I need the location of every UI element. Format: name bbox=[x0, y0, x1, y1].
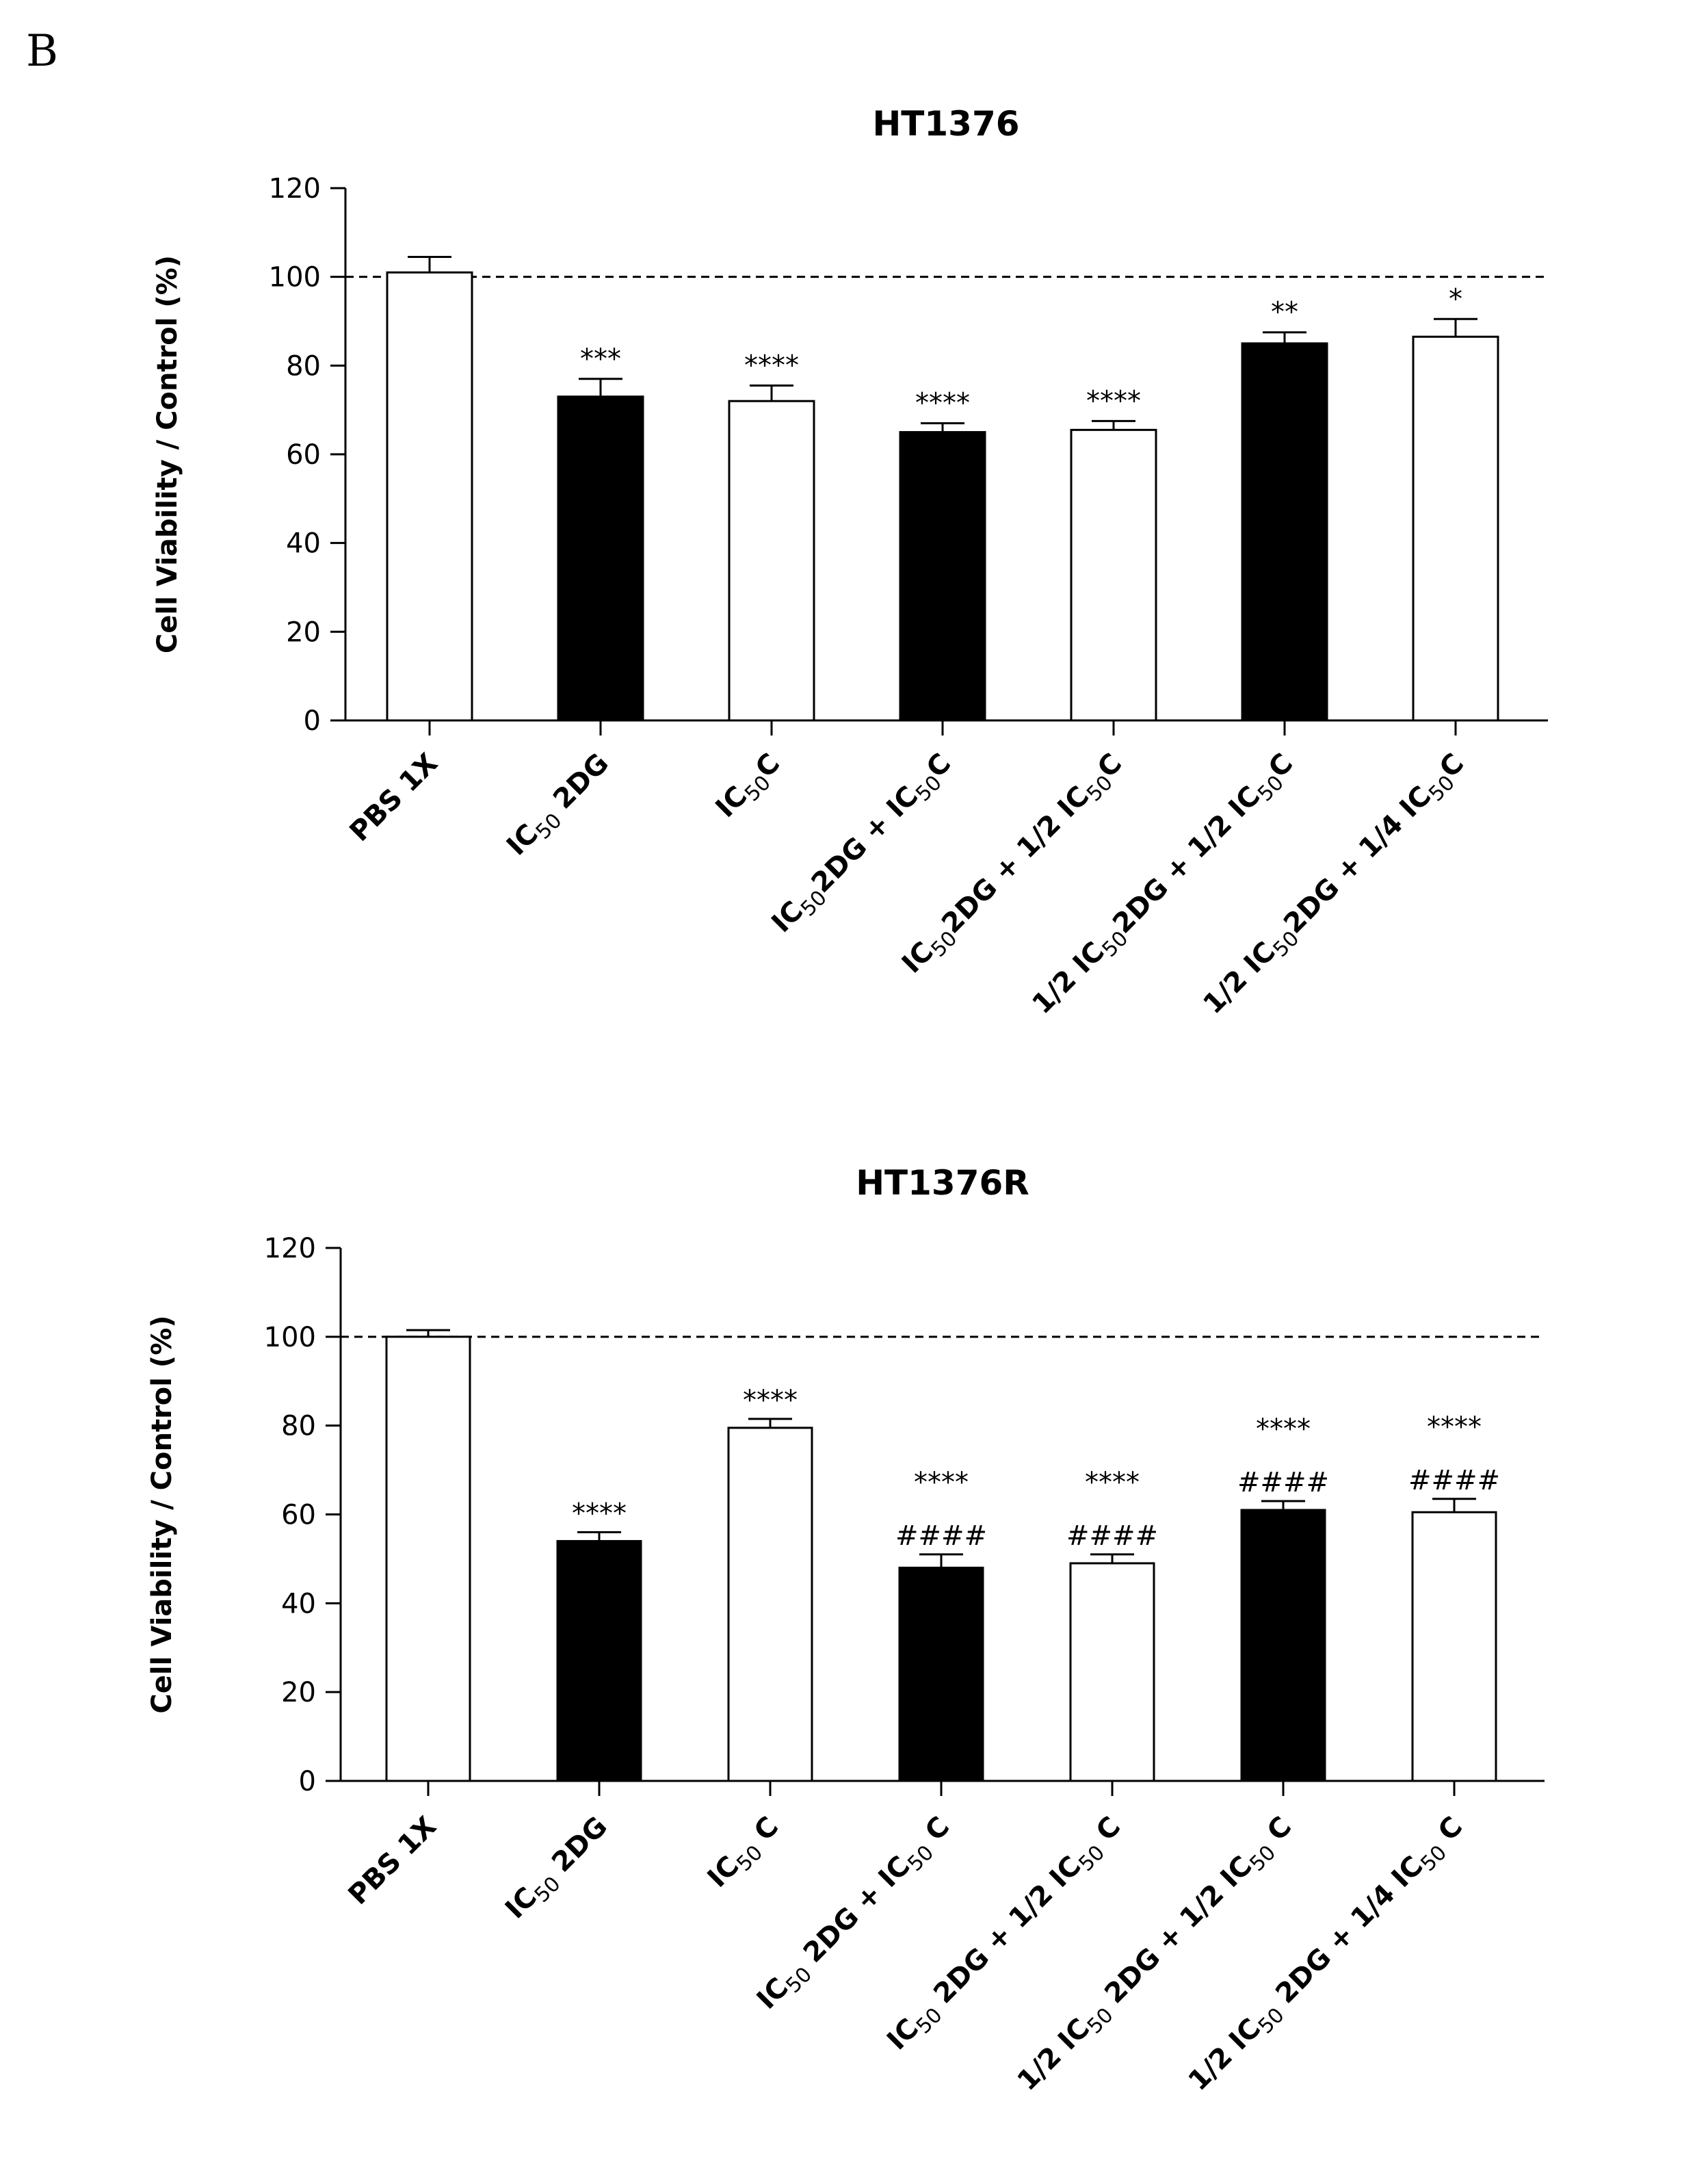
category-label-part: 2DG + IC bbox=[806, 780, 925, 899]
y-tick-label: 120 bbox=[269, 173, 321, 205]
significance-label: #### bbox=[1066, 1520, 1158, 1552]
significance-label: **** bbox=[1256, 1414, 1311, 1445]
category-label: PBS 1X bbox=[343, 1810, 443, 1911]
bar bbox=[386, 271, 473, 722]
significance-label: *** bbox=[580, 343, 621, 375]
bar bbox=[899, 431, 986, 722]
y-tick-label: 60 bbox=[281, 1500, 316, 1531]
y-tick-label: 60 bbox=[286, 439, 321, 471]
category-label-part: 1/2 IC bbox=[1012, 2013, 1096, 2097]
category-label: 1/2 IC50 2DG + 1/4 IC50 C bbox=[1183, 1811, 1473, 2101]
bar-group: *** IC50 2DG bbox=[501, 343, 644, 866]
bar bbox=[898, 1566, 984, 1782]
category-label: 1/2 IC50 2DG + 1/2 IC50 C bbox=[1012, 1811, 1302, 2101]
category-label-part: PBS 1X bbox=[344, 747, 445, 848]
bar bbox=[1069, 1562, 1155, 1782]
category-label-part: 2DG + IC bbox=[791, 1850, 916, 1975]
y-tick-label: 20 bbox=[286, 616, 321, 648]
y-axis-label: Cell Viability / Control (%) bbox=[146, 1315, 178, 1713]
bar-group: **** IC50C bbox=[709, 350, 815, 828]
category-label-part: 2DG bbox=[539, 1811, 614, 1886]
bar bbox=[556, 1539, 642, 1782]
bar bbox=[557, 395, 644, 722]
significance-label: **** bbox=[572, 1498, 627, 1529]
bar bbox=[728, 400, 815, 722]
category-label-part: 2DG + 1/2 IC bbox=[936, 780, 1095, 939]
bar-group: **** IC50 2DG bbox=[499, 1498, 642, 1929]
category-label-part: 2DG + 1/2 IC bbox=[1092, 1850, 1258, 2016]
category-label-part: 2DG + 1/4 IC bbox=[1263, 1850, 1429, 2016]
bar-chart-ht1376: HT1376 Cell Viability / Control (%) 0 20 40 6… bbox=[152, 104, 1548, 1020]
significance-label: * bbox=[1449, 283, 1462, 315]
y-tick-label: 100 bbox=[264, 1322, 316, 1353]
bar bbox=[1240, 1509, 1326, 1782]
significance-label: **** bbox=[914, 1467, 969, 1498]
significance-label: **** bbox=[744, 350, 799, 382]
bar-chart-ht1376r: HT1376R Cell Viability / Control (%) 0 20 40… bbox=[146, 1163, 1545, 2101]
y-axis-label: Cell Viability / Control (%) bbox=[152, 255, 183, 653]
y-tick-label: 80 bbox=[281, 1411, 316, 1442]
bar-group: PBS 1X bbox=[343, 1329, 471, 1911]
category-label-part: 1/2 IC bbox=[1197, 936, 1281, 1020]
chart-title: HT1376R bbox=[856, 1163, 1029, 1203]
category-label-part: 1/2 IC bbox=[1183, 2013, 1267, 2097]
significance-label: **** bbox=[1427, 1411, 1482, 1443]
y-tick-label: 40 bbox=[286, 528, 321, 560]
chart-title: HT1376 bbox=[872, 104, 1019, 144]
significance-label: **** bbox=[1085, 1467, 1140, 1498]
category-label-part: 2DG + 1/4 IC bbox=[1278, 780, 1437, 939]
category-label-part: 2DG + 1/2 IC bbox=[921, 1850, 1087, 2016]
y-tick-label: 20 bbox=[281, 1677, 316, 1708]
y-tick-label: 120 bbox=[264, 1233, 316, 1264]
bar-group: **** IC50 C bbox=[702, 1385, 813, 1898]
significance-label: #### bbox=[1237, 1467, 1329, 1498]
y-tick-label: 100 bbox=[269, 262, 321, 294]
category-label: IC50C bbox=[709, 748, 789, 828]
category-label-part: 2DG bbox=[540, 748, 615, 822]
significance-label: **** bbox=[1086, 385, 1141, 417]
category-label: IC50 C bbox=[702, 1811, 789, 1898]
significance-label: #### bbox=[1408, 1465, 1500, 1496]
panel-label: B bbox=[26, 26, 59, 77]
category-label: PBS 1X bbox=[344, 747, 445, 848]
y-tick-label: 80 bbox=[286, 350, 321, 382]
bar-group: PBS 1X bbox=[344, 255, 473, 848]
significance-label: #### bbox=[895, 1520, 987, 1552]
bar bbox=[1412, 335, 1499, 722]
bar-group: #### **** 1/2 IC50 2DG + 1/4 IC50 C bbox=[1183, 1411, 1500, 2101]
category-label: IC50 2DG bbox=[499, 1811, 618, 1929]
bar bbox=[1070, 428, 1157, 722]
category-label-part: 2DG + 1/2 IC bbox=[1107, 780, 1266, 939]
bar bbox=[1411, 1511, 1497, 1782]
bar bbox=[727, 1427, 813, 1782]
significance-label: ** bbox=[1271, 297, 1298, 328]
category-label: IC50 2DG bbox=[501, 748, 619, 866]
y-tick-label: 40 bbox=[281, 1588, 316, 1619]
y-tick-label: 0 bbox=[299, 1766, 316, 1797]
significance-label: **** bbox=[743, 1385, 798, 1416]
bar bbox=[1241, 342, 1328, 722]
bar bbox=[385, 1336, 471, 1782]
category-label: IC502DG + IC50C bbox=[765, 748, 960, 943]
significance-label: **** bbox=[915, 388, 970, 419]
category-label-part: PBS 1X bbox=[343, 1810, 443, 1911]
y-tick-label: 0 bbox=[304, 705, 321, 737]
category-label-part: 1/2 IC bbox=[1026, 936, 1110, 1020]
